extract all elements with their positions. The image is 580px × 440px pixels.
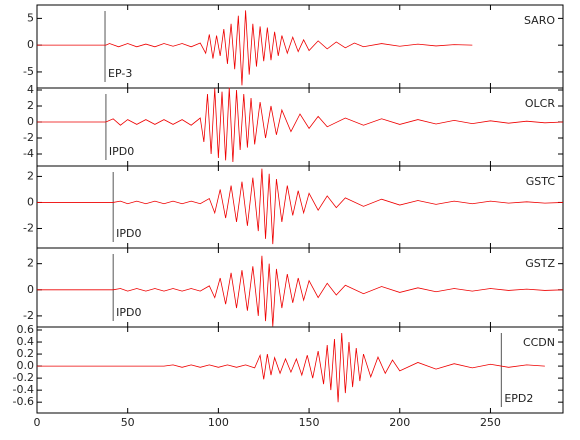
y-tick-label: 0.2 (17, 347, 35, 360)
waveform (37, 168, 564, 245)
y-tick-label: -2 (23, 131, 34, 144)
waveform (37, 10, 473, 86)
y-tick-label: 0.4 (17, 335, 35, 348)
x-tick-label: 0 (34, 416, 41, 429)
y-tick-label: 4 (27, 83, 34, 96)
x-tick-label: 50 (121, 416, 135, 429)
station-label: GSTC (526, 175, 556, 188)
y-tick-label: -4 (23, 147, 34, 160)
station-label: OLCR (525, 97, 555, 110)
y-tick-label: -0.4 (13, 383, 34, 396)
y-tick-label: 2 (27, 99, 34, 112)
y-tick-label: -2 (23, 309, 34, 322)
phase-label: IPD0 (116, 227, 141, 240)
waveform (37, 332, 545, 403)
panel-frame (36, 326, 564, 414)
y-tick-label: 0.6 (17, 323, 35, 336)
x-tick-label: 100 (208, 416, 229, 429)
station-label: SARO (524, 14, 555, 27)
y-tick-label: 0 (27, 195, 34, 208)
phase-label: IPD0 (109, 145, 134, 158)
y-tick-label: -0.2 (13, 371, 34, 384)
phase-label: EP-3 (108, 67, 132, 80)
phase-label: IPD0 (116, 306, 141, 319)
y-tick-label: 0 (27, 38, 34, 51)
y-tick-label: 0 (27, 283, 34, 296)
y-tick-label: 0 (27, 115, 34, 128)
x-tick-label: 200 (389, 416, 410, 429)
y-tick-label: -2 (23, 221, 34, 234)
x-tick-label: 150 (299, 416, 320, 429)
y-tick-label: -5 (23, 65, 34, 78)
y-tick-label: -0.6 (13, 395, 34, 408)
x-tick-label: 250 (480, 416, 501, 429)
waveform (37, 255, 564, 327)
phase-label: EPD2 (504, 392, 533, 405)
station-label: GSTZ (525, 257, 555, 270)
waveform (37, 87, 564, 163)
y-tick-label: 0.0 (17, 359, 35, 372)
y-tick-label: 5 (27, 11, 34, 24)
y-tick-label: 2 (27, 169, 34, 182)
station-label: CCDN (523, 336, 555, 349)
y-tick-label: 2 (27, 257, 34, 270)
